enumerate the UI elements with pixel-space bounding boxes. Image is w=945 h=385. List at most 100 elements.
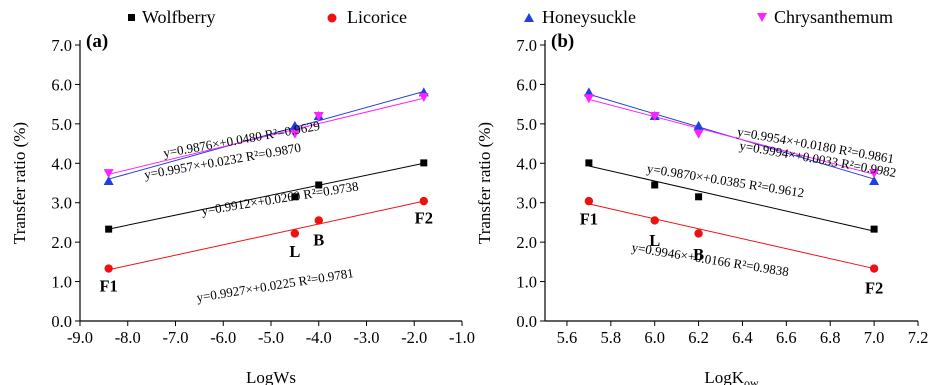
panel-a-y-tick-label: 5.0: [51, 115, 72, 134]
panel-a-point-wolfberry: [420, 159, 428, 167]
panel-b-x-tick-label: 5.6: [557, 328, 578, 347]
panel-a-panel-label: (a): [86, 31, 108, 52]
panel-b-y-tick-label: 3.0: [516, 194, 537, 213]
panel-a-x-tick-label: -5.0: [258, 328, 284, 347]
panel-a-x-tick-label: -1.0: [449, 328, 475, 347]
panel-b-x-tick-label: 7.0: [864, 328, 885, 347]
panel-a-x-tick-label: -6.0: [210, 328, 236, 347]
panel-a-equation-label: y=0.9927×+0.0225 R²=0.9781: [195, 265, 354, 305]
panel-b-x-tick-label: 6.2: [688, 328, 709, 347]
panel-b-point-honeysuckle: [693, 120, 704, 130]
panel-a-x-axis-label: LogWs: [246, 368, 296, 385]
panel-b-point-licorice: [584, 196, 594, 206]
panel-a-x-tick-label: -3.0: [353, 328, 379, 347]
panel-a-x-tick-label: -4.0: [306, 328, 332, 347]
panel-b-point-licorice: [650, 216, 659, 225]
panel-b-point-chrysanthemum: [649, 111, 660, 121]
panel-a-point-wolfberry: [315, 181, 323, 189]
panel-b-point-chrysanthemum: [583, 94, 594, 104]
panel-a-point-label: F2: [415, 209, 433, 228]
panel-a-point-wolfberry: [291, 193, 299, 201]
panel-a-y-axis-label: Transfer ratio (%): [10, 122, 29, 244]
panel-b-y-tick-label: 4.0: [516, 154, 537, 173]
panel-b-y-tick-label: 0.0: [516, 312, 537, 331]
panel-b-point-honeysuckle: [869, 176, 880, 186]
panel-a-point-label: L: [289, 242, 300, 261]
panel-b-point-chrysanthemum: [869, 169, 880, 179]
legend-marker-chrysanthemum: [757, 13, 767, 22]
panel-b-point-licorice: [869, 264, 879, 273]
panel-a: -9.0 -8.0 -7.0 -6.0 -5.0 -4.0 -3.0 -2.0 -1.0 0.0 1…: [10, 31, 475, 385]
legend: Wolfberry Licorice Honeysuckle Chrysanth…: [128, 7, 893, 27]
panel-b-point-label: L: [649, 231, 660, 250]
panel-b-point-label: F2: [865, 278, 883, 297]
panel-b-point-wolfberry: [651, 181, 659, 189]
panel-a-point-honeysuckle: [289, 120, 300, 130]
panel-a-y-tick-label: 6.0: [51, 75, 72, 94]
panel-b-x-tick-label: 5.8: [601, 328, 622, 347]
panel-b-fit-line-chrysanthemum: [588, 98, 875, 175]
panel-a-fit-line-chrysanthemum: [108, 97, 424, 175]
panel-b-point-chrysanthemum: [693, 129, 704, 139]
panel-a-point-chrysanthemum: [289, 129, 300, 139]
panel-b-y-tick-label: 7.0: [516, 36, 537, 55]
panel-a-y-tick-label: 7.0: [51, 36, 72, 55]
panel-b-y-axis-label: Transfer ratio (%): [475, 122, 494, 244]
panel-a-x-tick-label: -7.0: [162, 328, 188, 347]
legend-marker-honeysuckle: [524, 13, 534, 22]
panel-b-x-tick-label: 6.0: [644, 328, 665, 347]
legend-marker-licorice: [327, 13, 337, 23]
panel-b-equation-label: y=0.9870×+0.0385 R²=0.9612: [646, 161, 805, 201]
panel-b-y-tick-label: 5.0: [516, 115, 537, 134]
panel-b-point-licorice: [694, 229, 703, 238]
panel-b-fit-line-wolfberry: [588, 165, 875, 232]
legend-label-chrysanthemum: Chrysanthemum: [774, 7, 893, 27]
panel-a-x-tick-label: -9.0: [67, 328, 93, 347]
panel-a-point-wolfberry: [105, 225, 113, 233]
panel-a-point-licorice: [314, 216, 323, 225]
legend-item-honeysuckle: Honeysuckle: [524, 7, 636, 27]
panel-b-x-tick-label: 6.6: [776, 328, 797, 347]
panel-b-point-wolfberry: [695, 193, 703, 201]
panel-a-point-label: B: [313, 230, 324, 249]
panel-b-x-axis-label: LogKow: [704, 368, 759, 385]
panel-a-x-tick-label: -8.0: [115, 328, 141, 347]
panel-a-point-licorice: [419, 196, 428, 206]
panel-b-point-wolfberry: [870, 225, 878, 233]
legend-item-chrysanthemum: Chrysanthemum: [757, 7, 893, 27]
panel-a-y-tick-label: 4.0: [51, 154, 72, 173]
panel-b-x-tick-label: 6.8: [820, 328, 841, 347]
panel-b-x-tick-label: 6.4: [732, 328, 753, 347]
panel-b-point-label: F1: [580, 209, 598, 228]
panel-b-equation-label: y=0.9946×+0.0166 R²=0.9838: [631, 240, 790, 280]
panel-b-y-tick-label: 2.0: [516, 233, 537, 252]
panel-b: 5.6 5.8 6.0 6.2 6.4 6.6 6.8 7.0 7.2 0.0 1.0 2.0 3.0 4…: [475, 31, 928, 385]
legend-label-wolfberry: Wolfberry: [142, 7, 216, 27]
panel-a-x-tick-label: -2.0: [401, 328, 427, 347]
panel-b-point-honeysuckle: [583, 87, 594, 97]
panel-a-fit-line-licorice: [108, 200, 424, 271]
panel-a-fit-line-wolfberry: [108, 162, 424, 230]
panel-a-point-chrysanthemum: [313, 111, 324, 121]
panel-a-y-tick-label: 1.0: [51, 273, 72, 292]
legend-label-licorice: Licorice: [347, 7, 407, 27]
legend-item-licorice: Licorice: [327, 7, 407, 27]
legend-label-honeysuckle: Honeysuckle: [542, 7, 636, 27]
panel-b-y-tick-label: 1.0: [516, 273, 537, 292]
panel-a-point-chrysanthemum: [418, 93, 429, 103]
panel-a-y-tick-label: 0.0: [51, 312, 72, 331]
panel-a-equation-label: y=0.9912×+0.0260 R²=0.9738: [200, 178, 359, 218]
panel-a-y-tick-label: 3.0: [51, 194, 72, 213]
panel-b-panel-label: (b): [551, 31, 574, 52]
panel-b-point-wolfberry: [585, 159, 593, 167]
panel-a-point-licorice: [104, 264, 113, 273]
panel-b-y-tick-label: 6.0: [516, 75, 537, 94]
panel-a-point-licorice: [290, 229, 300, 238]
panel-a-y-tick-label: 2.0: [51, 233, 72, 252]
panel-a-point-honeysuckle: [103, 176, 114, 186]
legend-item-wolfberry: Wolfberry: [128, 7, 216, 27]
panel-b-x-tick-label: 7.2: [908, 328, 929, 347]
panel-a-point-chrysanthemum: [103, 169, 114, 179]
legend-marker-wolfberry: [128, 14, 135, 21]
